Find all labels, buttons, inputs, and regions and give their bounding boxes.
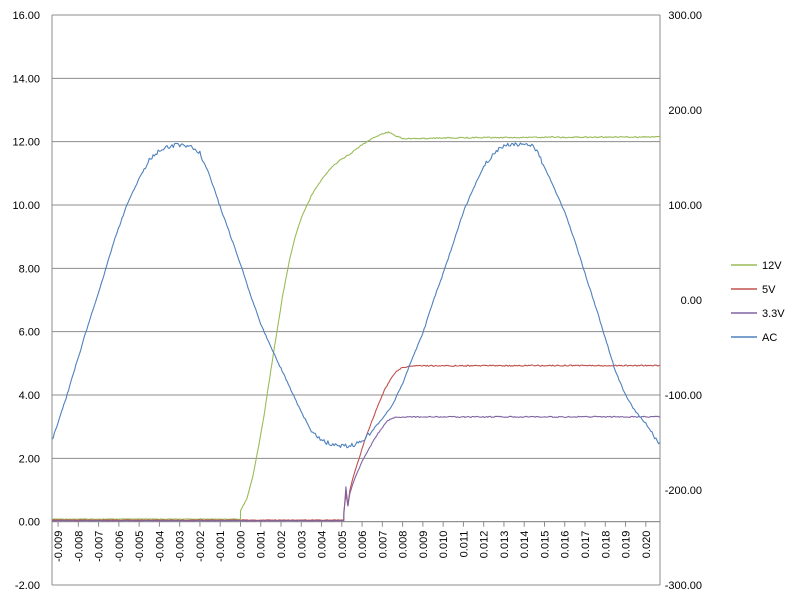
x-tick-label: 0.017	[580, 531, 592, 559]
x-tick-label: 0.014	[519, 531, 531, 559]
x-tick-label: 0.008	[398, 531, 410, 559]
right-tick-label: 300.00	[668, 10, 702, 22]
x-tick-label: -0.007	[94, 531, 106, 562]
x-tick-label: -0.004	[154, 531, 166, 562]
left-tick-label: -2.00	[15, 580, 40, 592]
x-tick-label: -0.006	[114, 531, 126, 562]
series-line-12v	[51, 131, 661, 520]
x-tick-label: 0.007	[377, 531, 389, 559]
right-tick-label: 100.00	[668, 200, 702, 212]
gridlines	[51, 14, 661, 586]
x-tick-label: 0.000	[235, 531, 247, 559]
x-tick-label: -0.008	[73, 531, 85, 562]
x-tick-label: 0.010	[438, 531, 450, 559]
x-tick-label: 0.002	[276, 531, 288, 559]
left-tick-label: 14.00	[12, 73, 40, 85]
x-tick-label: 0.012	[479, 531, 491, 559]
x-tick-label: 0.001	[256, 531, 268, 559]
x-tick-label: -0.002	[195, 531, 207, 562]
x-tick-label: 0.015	[539, 531, 551, 559]
legend-label: 5V	[762, 284, 776, 296]
legend-label: 12V	[762, 260, 782, 272]
x-tick-label: 0.018	[600, 531, 612, 559]
left-tick-label: 4.00	[19, 390, 40, 402]
series-line-5v	[51, 364, 661, 521]
left-tick-label: 6.00	[19, 327, 40, 339]
x-tick-label: -0.009	[53, 531, 65, 562]
x-tick-label: 0.011	[458, 531, 470, 558]
left-tick-label: 8.00	[19, 263, 40, 275]
right-tick-label: -300.00	[665, 580, 702, 592]
left-tick-label: 10.00	[12, 200, 40, 212]
right-tick-label: 0.00	[681, 295, 702, 307]
x-tick-label: -0.001	[215, 531, 227, 562]
left-tick-label: 2.00	[19, 453, 40, 465]
left-tick-label: 16.00	[12, 10, 40, 22]
right-tick-label: 200.00	[668, 105, 702, 117]
x-tick-label: 0.006	[357, 531, 369, 559]
x-tick-label: 0.020	[641, 531, 653, 559]
series-line-ac	[51, 142, 661, 449]
right-axis-tick-labels: -300.00 -200.00 -100.00 0.00 100.00 200.00 300…	[665, 10, 702, 592]
x-tick-label: 0.019	[621, 531, 633, 559]
legend-label: 3.3V	[762, 308, 785, 320]
x-axis-tick-labels: -0.009 -0.008 -0.007 -0.006 -0.005 -0.004 -0.0…	[53, 531, 653, 562]
legend-label: AC	[762, 332, 777, 344]
left-tick-label: 12.00	[12, 137, 40, 149]
legend: 12V 5V 3.3V AC	[731, 260, 785, 344]
x-tick-label: 0.009	[418, 531, 430, 559]
x-tick-label: -0.005	[134, 531, 146, 562]
left-axis-tick-labels: -2.00 0.00 2.00 4.00 6.00 8.00 10.00 12.00 14.00…	[12, 10, 40, 592]
right-tick-label: -200.00	[665, 485, 702, 497]
x-tick-label: 0.013	[499, 531, 511, 559]
series-line-3-3v	[52, 415, 661, 522]
x-tick-label: 0.003	[296, 531, 308, 559]
x-tick-label: 0.016	[560, 531, 572, 559]
x-tick-label: -0.003	[175, 531, 187, 562]
left-tick-label: 0.00	[19, 517, 40, 529]
x-tick-label: 0.004	[317, 531, 329, 559]
right-tick-label: -100.00	[665, 390, 702, 402]
series-lines	[51, 131, 661, 522]
x-tick-label: 0.005	[337, 531, 349, 559]
